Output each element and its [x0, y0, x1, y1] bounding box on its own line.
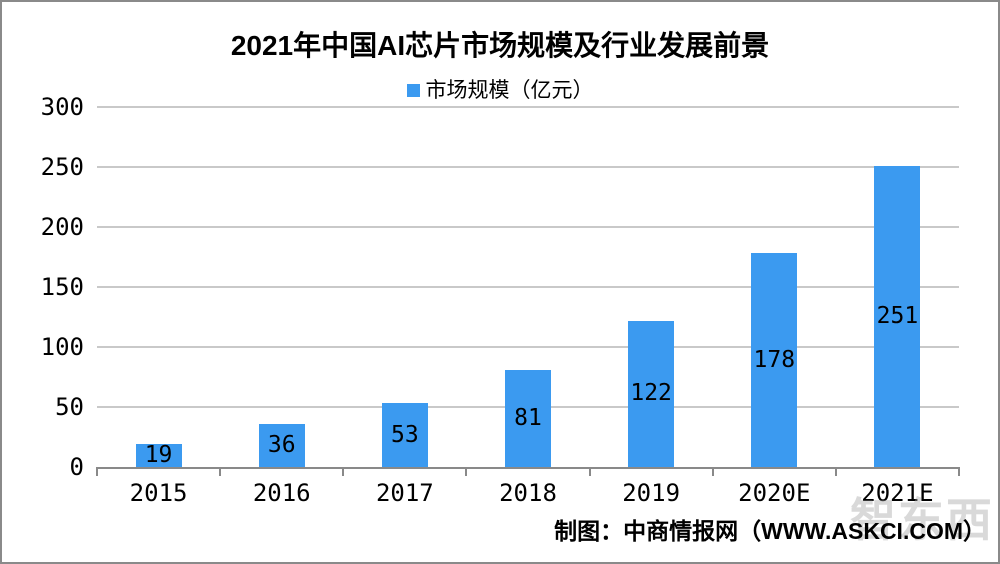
chart-title: 2021年中国AI芯片市场规模及行业发展前景 — [230, 30, 770, 61]
bar-value-2020E: 178 — [753, 346, 796, 373]
legend-swatch-icon — [406, 83, 420, 97]
x-tick-label-2017: 2017 — [375, 479, 434, 507]
y-tick-label-300: 300 — [40, 93, 84, 121]
bar-2015: 19 — [135, 442, 182, 469]
y-tick-label-250: 250 — [40, 153, 84, 181]
x-axis-tick — [342, 467, 344, 476]
bar-value-2021E: 251 — [876, 302, 919, 329]
bar-value-2016: 36 — [267, 431, 296, 458]
x-tick-label-2016: 2016 — [252, 479, 311, 507]
gridline-100 — [97, 346, 959, 348]
x-axis-tick — [589, 467, 591, 476]
x-tick-label-2015: 2015 — [129, 479, 188, 507]
y-tick-label-0: 0 — [69, 453, 84, 481]
y-tick-label-50: 50 — [55, 393, 84, 421]
legend: 市场规模（亿元） — [2, 74, 998, 104]
x-tick-label-2019: 2019 — [622, 479, 681, 507]
bar-value-2019: 122 — [630, 380, 672, 407]
x-axis-line — [97, 467, 959, 469]
y-tick-label-200: 200 — [40, 213, 84, 241]
legend-label: 市场规模（亿元） — [425, 79, 594, 102]
bar-2017: 53 — [381, 403, 428, 467]
x-axis-tick — [712, 467, 714, 476]
y-tick-label-150: 150 — [40, 273, 84, 301]
bar-value-2015: 19 — [144, 442, 173, 469]
gridline-300 — [97, 106, 959, 108]
bar-2020E: 178 — [751, 253, 798, 467]
x-tick-label-2018: 2018 — [499, 479, 557, 507]
gridline-150 — [97, 286, 959, 288]
y-tick-label-100: 100 — [40, 333, 84, 361]
footer-credit: 制图：中商情报网（WWW.ASKCI.COM） — [554, 518, 986, 544]
x-tick-label-2020E: 2020E — [738, 479, 811, 507]
bar-value-2018: 81 — [514, 404, 542, 431]
bar-value-2017: 53 — [390, 421, 419, 448]
gridline-250 — [97, 166, 959, 168]
x-axis-tick — [465, 467, 467, 476]
x-tick-label-2021E: 2021E — [861, 479, 934, 507]
bar-2021E: 251 — [874, 165, 921, 467]
x-axis-tick — [219, 467, 221, 476]
x-axis-tick — [958, 467, 960, 476]
x-axis-tick — [835, 467, 837, 476]
x-axis-tick — [96, 467, 98, 476]
bar-2018: 81 — [505, 369, 551, 467]
bar-2019: 122 — [628, 320, 675, 467]
watermark: 智东西 — [850, 494, 994, 546]
gridline-200 — [97, 226, 959, 228]
bar-2016: 36 — [258, 423, 305, 467]
plot-area: 19 36 53 81 122 178 251 — [96, 106, 960, 476]
